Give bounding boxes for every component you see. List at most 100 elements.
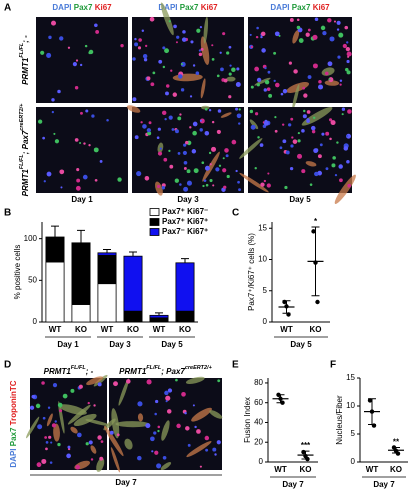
nucleus [222,32,226,36]
nucleus [74,86,79,90]
fiber [202,151,220,182]
nucleus [41,381,45,385]
data-point [282,299,287,305]
nucleus [134,42,139,47]
nucleus [91,114,95,118]
nucleus [282,88,288,94]
nucleus [260,182,265,187]
group-label: Day 3 [109,340,131,349]
nucleus [281,123,285,126]
panel-letter: A [4,3,11,14]
nucleus [237,180,240,184]
fiber [200,78,206,99]
nucleus [217,109,222,113]
superscript: FL/FL [19,154,25,170]
nucleus [325,131,330,136]
nucleus [204,107,208,111]
nucleus [296,153,303,159]
nucleus [100,440,104,443]
fiber [292,29,300,44]
nucleus [186,180,192,186]
fiber [115,421,150,428]
nucleus [198,52,203,57]
nucleus [289,166,294,171]
nucleus [312,63,318,69]
nucleus [180,63,183,66]
nucleus [337,55,341,59]
bar-segment [97,254,117,285]
nucleus [40,50,45,55]
nucleus [273,51,277,55]
nucleus [332,156,336,160]
stain-name: DAPI [52,3,71,12]
nucleus [228,45,232,49]
image-background [248,107,352,193]
x-tick-label: KO [127,325,139,334]
nucleus [44,436,48,439]
nucleus [222,168,227,173]
nucleus [330,120,336,126]
text-part: ; Pax7 [161,367,185,376]
nucleus [137,46,142,50]
nucleus [288,61,292,65]
nucleus [54,139,60,144]
fiber [58,401,65,434]
nucleus [142,124,147,129]
nucleus [339,79,343,82]
nucleus [84,44,88,48]
error-bar [155,312,163,316]
micrograph [248,17,352,110]
nucleus [256,83,260,87]
nucleus [50,441,53,444]
nucleus [153,431,157,435]
nucleus [145,423,151,429]
nucleus [212,184,215,187]
nucleus [214,453,217,456]
data-point [280,400,285,405]
nucleus [279,146,283,150]
nucleus [211,57,215,61]
nucleus [165,91,169,96]
nucleus [296,25,301,30]
nucleus [211,120,215,124]
nucleus [346,70,351,75]
nucleus [79,63,83,67]
nucleus [189,95,193,98]
bar-segment [97,252,117,256]
nucleus [42,416,46,420]
nucleus [47,406,51,409]
nucleus [296,18,300,22]
superscript: creERT2/+ [19,103,25,131]
bar-segment [175,310,195,323]
nucleus [301,169,306,174]
nucleus [60,186,63,189]
nucleus [259,143,264,147]
nucleus [164,390,169,396]
stain-label: DAPI Pax7 Ki67 [158,3,218,12]
nucleus [250,85,254,89]
panel-letter: E [232,360,239,371]
panel-letter: C [232,208,239,219]
nucleus [220,67,224,72]
nucleus [192,121,198,127]
y-tick-label: 50 [28,275,37,284]
nucleus [36,462,42,468]
nucleus [83,142,86,145]
nucleus [336,141,339,144]
fiber [200,36,210,65]
nucleus [256,26,259,30]
nucleus [314,17,319,22]
nucleus [225,154,229,158]
nucleus [166,84,170,88]
nucleus [168,20,171,23]
nucleus [109,430,114,435]
nucleus [35,403,41,409]
nucleus [57,442,61,447]
legend-swatch [149,218,160,226]
nucleus [282,139,287,144]
nucleus [43,180,46,183]
nucleus [209,163,212,166]
fiber [96,457,105,472]
panel-letter: D [4,360,11,371]
stain-name: DAPI [158,3,177,12]
